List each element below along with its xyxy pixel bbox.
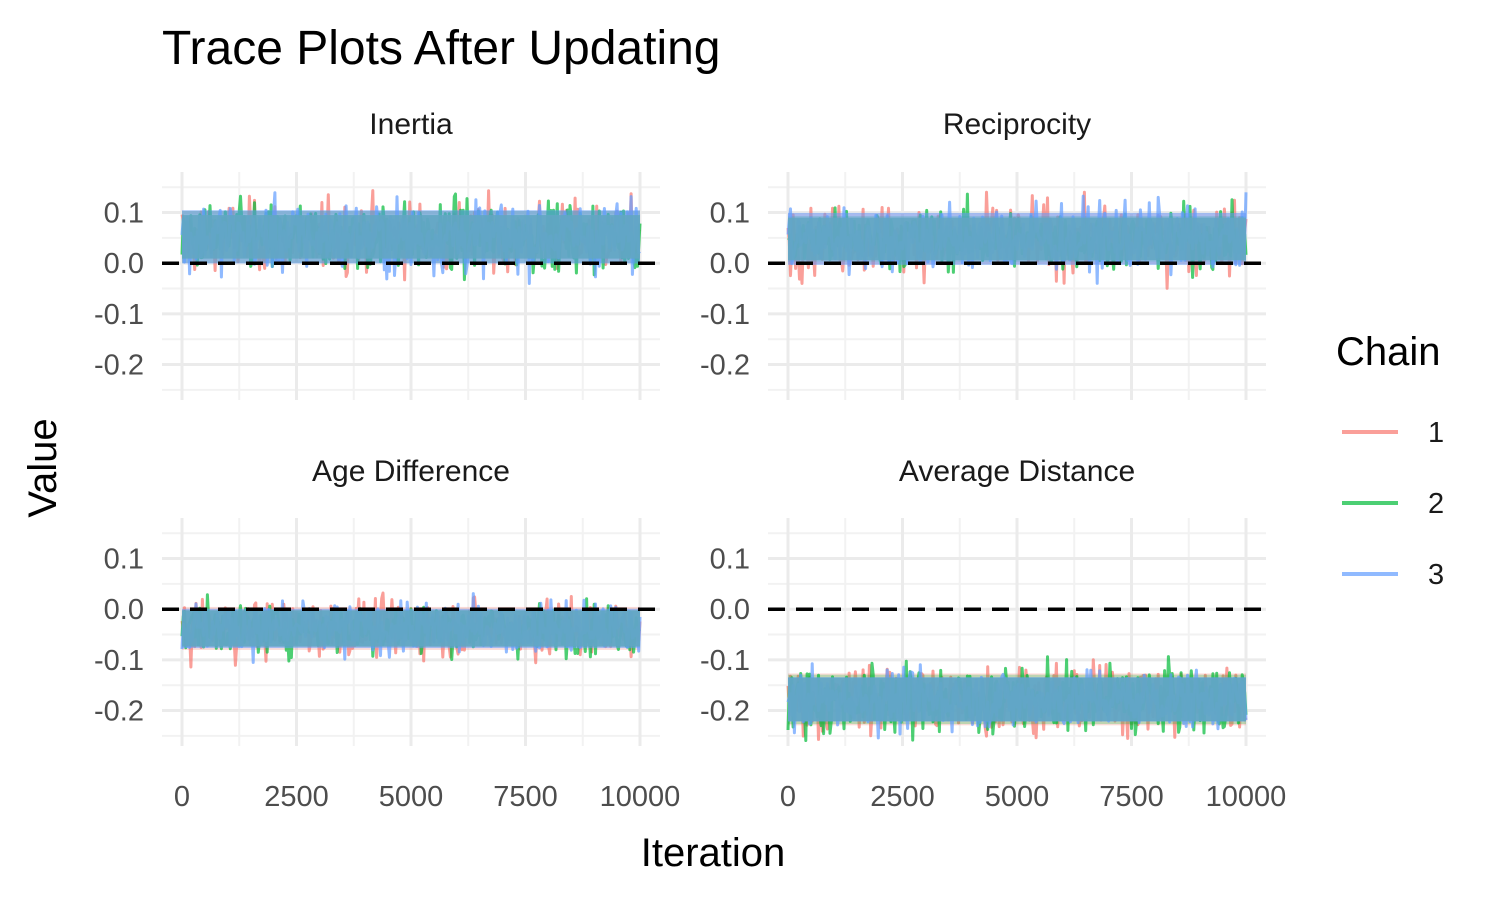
y-tick-label: -0.2 [700,350,750,382]
x-tick-label: 0 [780,781,796,813]
legend-label-chain-1: 1 [1428,417,1444,449]
x-tick-label: 0 [174,781,190,813]
legend-title: Chain [1336,330,1441,374]
y-tick-label: 0.1 [104,198,144,230]
y-tick-label: -0.1 [94,299,144,331]
x-tick-label: 2500 [264,781,329,813]
y-tick-label: -0.2 [700,696,750,728]
x-tick-label: 7500 [1099,781,1164,813]
trace-overlap-band [182,215,640,259]
trace-overlap-band [182,610,640,647]
y-tick-label: 0.0 [104,248,144,280]
y-tick-label: 0.0 [710,248,750,280]
x-tick-label: 2500 [870,781,935,813]
y-tick-label: -0.1 [94,645,144,677]
facet-strip-title: Average Distance [899,455,1135,488]
facet-panel: Age Difference 0.1 0.0 -0.1 -0.2 0 2500 5000 750… [94,455,680,813]
y-tick-label: -0.2 [94,350,144,382]
y-axis-title: Value [21,418,65,517]
facet-strip-title: Age Difference [312,455,510,488]
chart-title: Trace Plots After Updating [162,22,721,75]
y-tick-label: -0.2 [94,696,144,728]
facet-strip-title: Inertia [369,108,453,141]
y-tick-label: 0.1 [710,544,750,576]
facet-strip-title: Reciprocity [943,108,1091,141]
y-tick-label: 0.1 [104,544,144,576]
y-tick-label: -0.1 [700,645,750,677]
x-tick-label: 5000 [379,781,444,813]
legend: Chain 1 2 3 [1336,330,1444,591]
facet-panels: Inertia 0.1 0.0 -0.1 -0.2 Reciprocity 0.1 0.0 -0… [94,108,1286,813]
x-tick-label: 10000 [1206,781,1287,813]
x-axis-title: Iteration [641,831,786,875]
facet-panel: Average Distance 0.1 0.0 -0.1 -0.2 0 2500 5000 7… [700,455,1286,813]
x-tick-label: 7500 [493,781,558,813]
y-tick-label: -0.1 [700,299,750,331]
y-tick-label: 0.0 [710,594,750,626]
y-tick-label: 0.1 [710,198,750,230]
legend-label-chain-2: 2 [1428,488,1444,520]
facet-panel: Reciprocity 0.1 0.0 -0.1 -0.2 [700,108,1266,400]
legend-label-chain-3: 3 [1428,559,1444,591]
trace-overlap-band [788,217,1246,261]
x-tick-label: 10000 [600,781,681,813]
x-tick-label: 5000 [985,781,1050,813]
facet-panel: Inertia 0.1 0.0 -0.1 -0.2 [94,108,660,400]
y-tick-label: 0.0 [104,594,144,626]
trace-overlap-band [788,677,1246,722]
